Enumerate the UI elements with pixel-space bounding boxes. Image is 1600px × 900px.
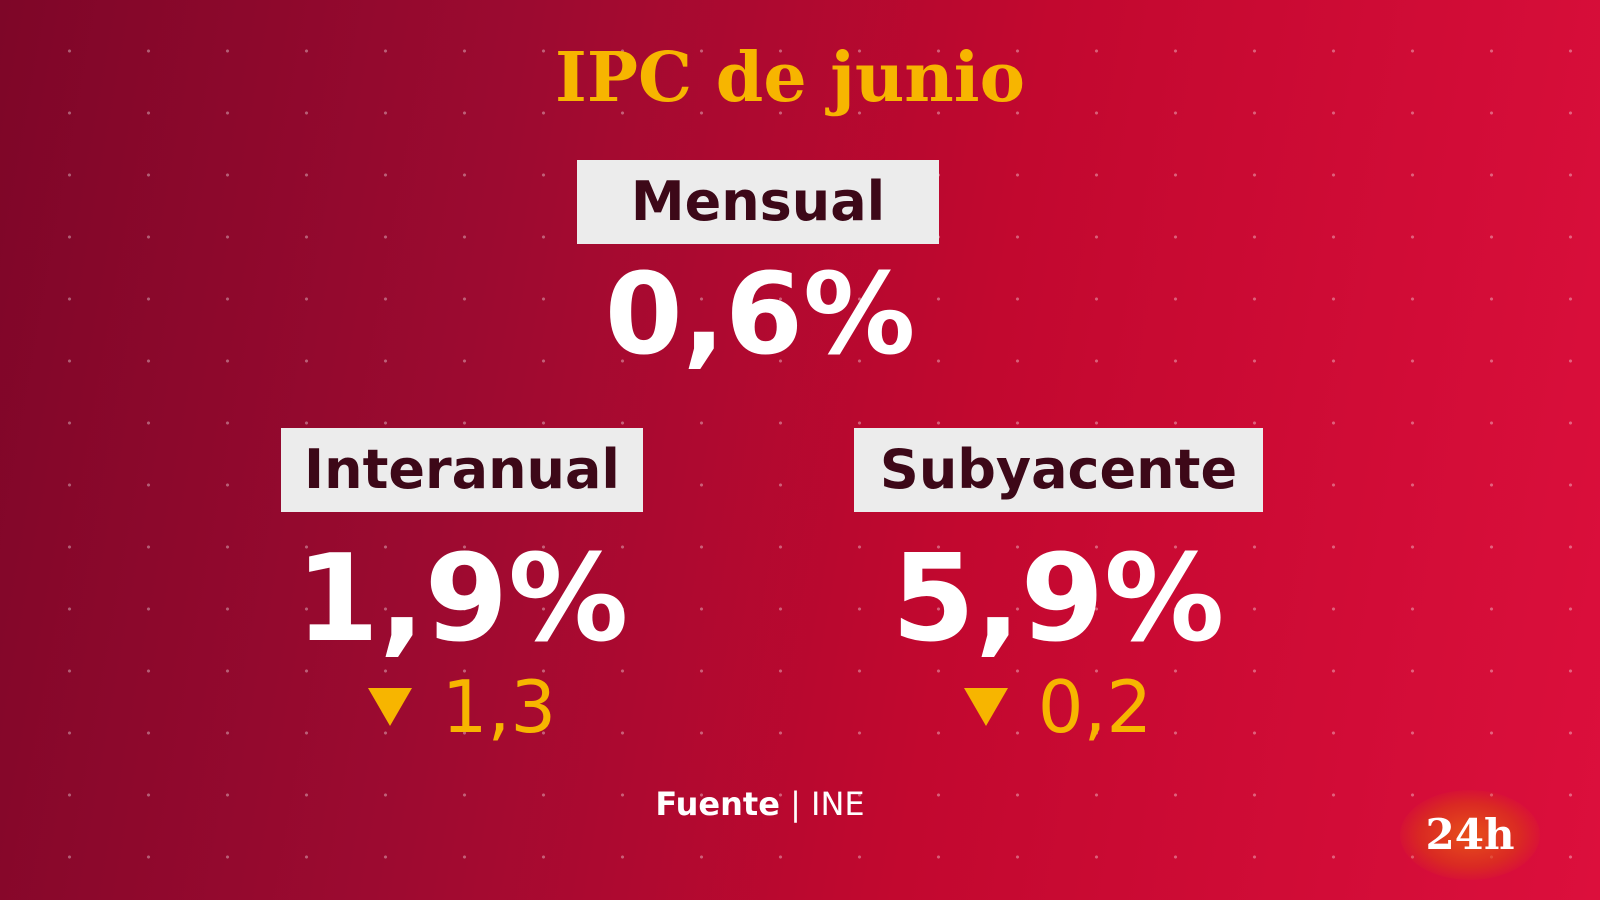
down-triangle-icon — [367, 688, 412, 726]
source-value: INE — [811, 785, 865, 823]
source-credit: Fuente | INE — [0, 785, 1520, 823]
subyacente-change-value: 0,2 — [1037, 665, 1153, 749]
down-triangle-icon — [963, 688, 1008, 726]
interanual-label: Interanual — [281, 428, 643, 512]
interanual-change: 1,3 — [262, 665, 662, 749]
source-separator: | — [790, 785, 801, 823]
subyacente-label: Subyacente — [854, 428, 1263, 512]
mensual-label: Mensual — [577, 160, 939, 244]
source-label: Fuente — [655, 785, 780, 823]
mensual-value: 0,6% — [604, 250, 916, 380]
subyacente-change: 0,2 — [858, 665, 1258, 749]
interanual-value: 1,9% — [295, 530, 629, 669]
interanual-change-value: 1,3 — [441, 665, 557, 749]
page-title: IPC de junio — [555, 38, 1025, 118]
subyacente-value: 5,9% — [891, 530, 1225, 669]
channel-logo-24h: 24h — [1400, 790, 1540, 880]
